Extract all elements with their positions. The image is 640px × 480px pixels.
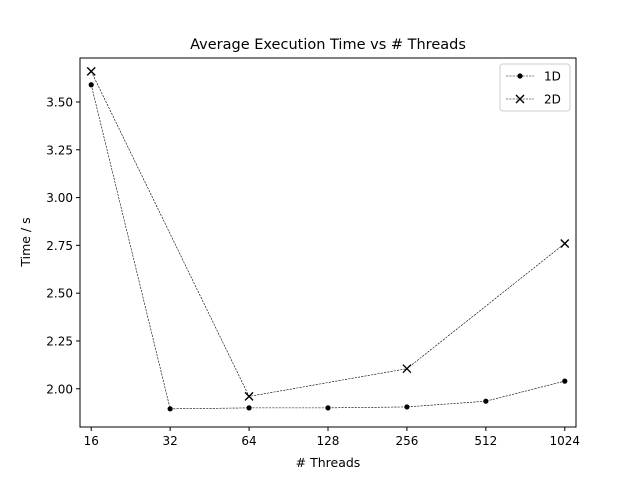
data-point [246,405,252,411]
series-2d [86,66,570,401]
legend-marker [517,73,523,79]
x-tick-label: 64 [241,434,256,448]
data-point [167,406,173,412]
x-tick-label: 512 [474,434,497,448]
legend-marker [515,94,525,104]
x-axis-label: # Threads [296,455,361,470]
legend: 1D 2D [499,63,571,112]
x-marker-stroke [86,66,96,76]
data-point [88,82,94,88]
data-point [483,398,489,404]
y-tick-label: 2.00 [46,382,73,396]
legend-entry: 1D [506,70,561,84]
data-point [86,66,96,76]
series-1d [88,82,568,412]
y-tick-label: 2.75 [46,239,73,253]
x-tick-label: 16 [84,434,99,448]
x-marker-stroke [515,94,525,104]
data-point [402,364,412,374]
x-tick-label: 256 [395,434,418,448]
x-marker-stroke [402,364,412,374]
legend-entry: 2D [506,93,561,107]
series-line [90,71,565,397]
x-tick-label: 32 [162,434,177,448]
data-point [560,238,570,248]
chart-title: Average Execution Time vs # Threads [190,37,466,53]
x-tick-label: 128 [317,434,340,448]
legend-label: 2D [544,93,561,107]
y-tick-label: 3.25 [46,143,73,157]
x-marker-stroke [244,391,254,401]
data-point [404,404,410,410]
y-axis-label: Time / s [18,217,33,267]
data-point [562,378,568,384]
legend-label: 1D [544,70,561,84]
data-point [325,405,331,411]
series-layer [86,66,570,412]
axis-ticks: 16 32 64 128 256 512 1024 2.00 2.25 2.50 2.75 3.00 3… [46,95,580,448]
plot-frame [79,57,577,428]
x-tick-label: 1024 [550,434,581,448]
y-tick-label: 2.25 [46,334,73,348]
y-tick-label: 2.50 [46,287,73,301]
y-tick-label: 3.50 [46,95,73,109]
data-point [244,391,254,401]
x-marker-stroke [560,238,570,248]
y-tick-label: 3.00 [46,191,73,205]
